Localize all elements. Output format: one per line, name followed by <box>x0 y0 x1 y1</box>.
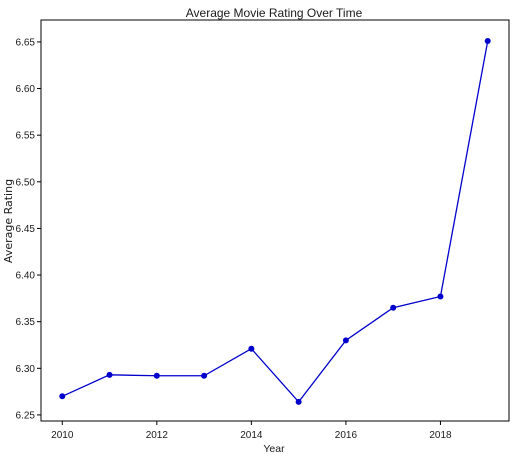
series-layer <box>59 37 491 405</box>
x-tick-label: 2012 <box>146 430 169 441</box>
plot-frame <box>40 19 510 422</box>
x-tick-label: 2016 <box>335 430 358 441</box>
y-tick-label: 6.65 <box>16 37 36 48</box>
data-point <box>484 37 491 44</box>
x-tick-label: 2010 <box>51 430 74 441</box>
y-tick-label: 6.45 <box>16 224 36 235</box>
x-tick-label: 2018 <box>429 430 452 441</box>
y-tick-label: 6.60 <box>16 84 36 95</box>
data-point <box>248 345 255 352</box>
data-point <box>390 304 397 311</box>
data-point <box>201 372 208 379</box>
x-axis-label: Year <box>263 443 285 455</box>
y-tick-label: 6.35 <box>16 317 36 328</box>
y-tick-label: 6.50 <box>16 177 36 188</box>
data-point <box>342 337 349 344</box>
data-point <box>59 393 66 400</box>
x-tick-label: 2014 <box>240 430 263 441</box>
x-axis: 2010 2012 2014 2016 2018 <box>51 421 452 441</box>
data-point <box>437 293 444 300</box>
chart-title: Average Movie Rating Over Time <box>186 6 363 20</box>
data-point <box>106 371 113 378</box>
data-point <box>153 372 160 379</box>
y-axis-label: Average Rating <box>2 179 15 263</box>
series-line <box>62 40 489 403</box>
y-tick-label: 6.55 <box>16 131 36 142</box>
y-tick-label: 6.25 <box>16 410 36 421</box>
y-tick-label: 6.40 <box>16 271 36 282</box>
y-tick-label: 6.30 <box>16 364 36 375</box>
data-point <box>295 398 302 405</box>
y-axis: 6.25 6.30 6.35 6.40 6.45 6.50 6.55 6.60 6.65 <box>16 37 41 421</box>
